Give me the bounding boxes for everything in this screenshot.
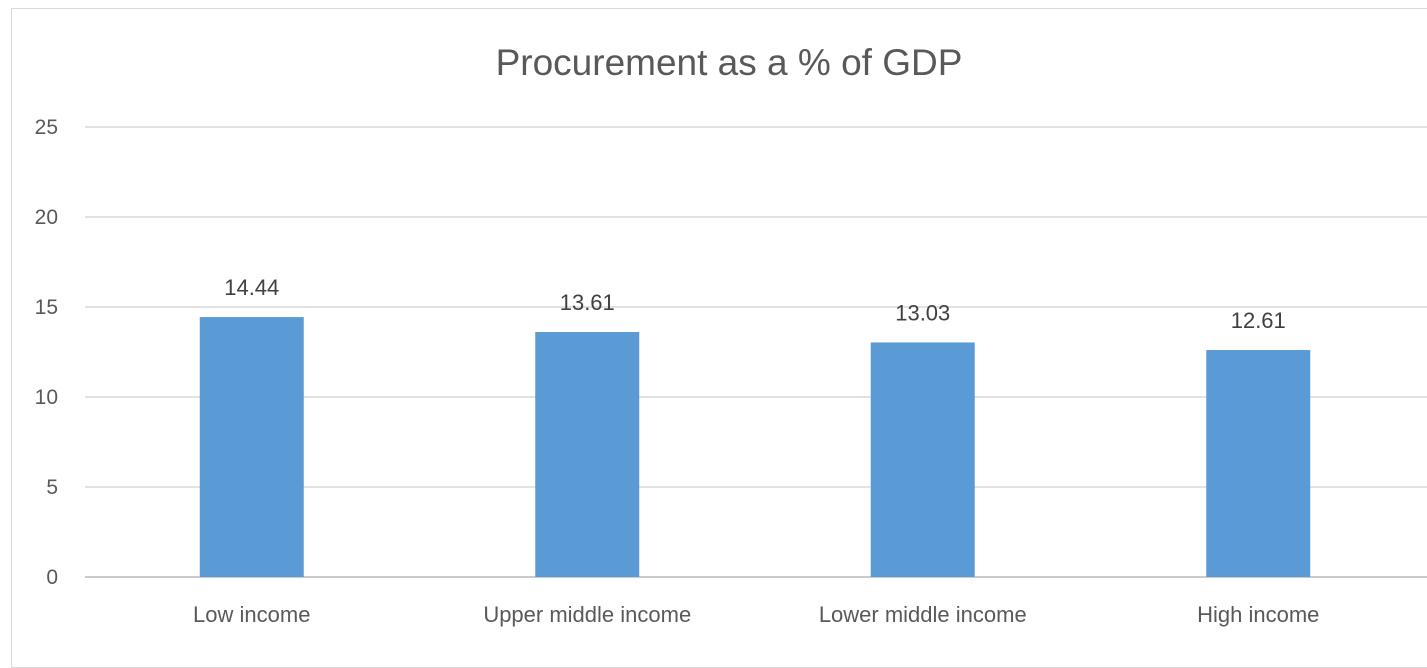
x-category-label: Lower middle income: [819, 602, 1027, 627]
bar-value-label: 13.03: [895, 300, 950, 325]
y-tick-label: 25: [35, 116, 58, 139]
chart-title: Procurement as a % of GDP: [496, 42, 963, 83]
y-tick-label: 15: [35, 296, 58, 319]
data-labels: 14.44 13.61 13.03 12.61: [224, 275, 1286, 333]
y-axis-ticks: 0 5 10 15 20 25: [35, 116, 58, 589]
bars: [199, 317, 1311, 577]
bar: [199, 317, 304, 577]
bar-value-label: 14.44: [224, 275, 279, 300]
x-axis-categories: Low income Upper middle income Lower middl…: [193, 602, 1319, 627]
bar: [535, 332, 640, 577]
x-category-label: Low income: [193, 602, 310, 627]
bar-chart: Procurement as a % of GDP 0 5 10 15 20 25 14.…: [35, 42, 1427, 627]
gridlines: [85, 126, 1427, 578]
bar: [870, 342, 975, 577]
y-tick-label: 0: [46, 566, 58, 589]
x-category-label: High income: [1197, 602, 1319, 627]
bar-value-label: 12.61: [1231, 308, 1286, 333]
y-tick-label: 5: [46, 476, 58, 499]
y-tick-label: 10: [35, 386, 58, 409]
x-category-label: Upper middle income: [483, 602, 691, 627]
bar: [1206, 350, 1311, 577]
y-tick-label: 20: [35, 206, 58, 229]
bar-value-label: 13.61: [560, 290, 615, 315]
